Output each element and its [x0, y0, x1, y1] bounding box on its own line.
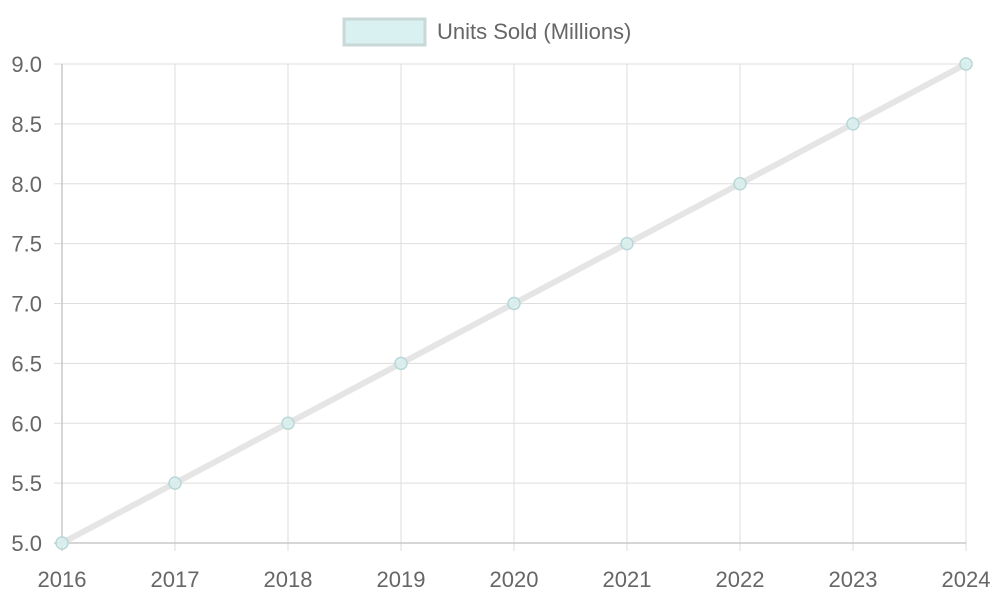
- series-units-sold: [55, 57, 973, 550]
- x-tick-label: 2018: [264, 567, 313, 592]
- x-tick-label: 2021: [603, 567, 652, 592]
- tick-labels: 5.0 5.5 6.0 6.5 7.0 7.5 8.0 8.5 9.0 2016 2017 2018 2…: [11, 52, 990, 592]
- y-tick-label: 6.0: [11, 411, 42, 436]
- data-point[interactable]: [55, 536, 69, 550]
- data-point[interactable]: [507, 296, 521, 311]
- y-tick-label: 8.5: [11, 112, 42, 137]
- y-tick-label: 8.0: [11, 172, 42, 197]
- y-tick-label: 6.5: [11, 351, 42, 376]
- axes: [54, 64, 966, 551]
- y-tick-label: 5.5: [11, 471, 42, 496]
- x-tick-label: 2022: [716, 567, 765, 592]
- data-point[interactable]: [733, 177, 747, 191]
- legend[interactable]: Units Sold (Millions): [342, 17, 631, 47]
- x-tick-label: 2016: [38, 567, 87, 592]
- x-tick-label: 2023: [829, 567, 878, 592]
- data-point[interactable]: [620, 236, 634, 251]
- x-tick-label: 2019: [377, 567, 426, 592]
- y-tick-label: 9.0: [11, 52, 42, 77]
- y-tick-label: 7.5: [11, 232, 42, 257]
- x-tick-label: 2024: [942, 567, 991, 592]
- data-point[interactable]: [846, 117, 860, 131]
- y-tick-label: 5.0: [11, 531, 42, 556]
- y-tick-label: 7.0: [11, 292, 42, 317]
- data-point[interactable]: [168, 476, 182, 490]
- data-point[interactable]: [959, 57, 973, 71]
- x-tick-label: 2020: [490, 567, 539, 592]
- x-tick-label: 2017: [151, 567, 200, 592]
- data-point[interactable]: [394, 356, 408, 371]
- legend-swatch[interactable]: [342, 17, 427, 47]
- legend-label[interactable]: Units Sold (Millions): [437, 19, 631, 44]
- data-point[interactable]: [281, 416, 295, 430]
